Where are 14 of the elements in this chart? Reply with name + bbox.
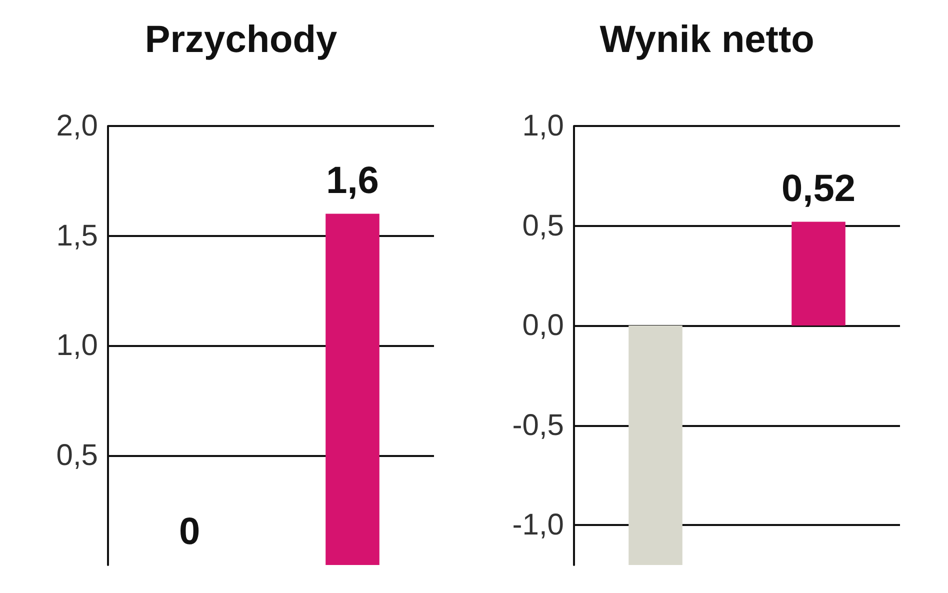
- y-tick-label: 1,5: [56, 219, 98, 252]
- chart-title: Przychody: [144, 19, 338, 61]
- data-label: 0,52: [782, 168, 856, 210]
- chart-title: Wynik netto: [600, 19, 814, 61]
- y-tick-label: 0,5: [522, 209, 564, 242]
- y-tick-label: 0,5: [56, 438, 98, 472]
- data-label: 0: [178, 511, 200, 553]
- y-tick-label: 2,0: [56, 110, 98, 142]
- y-tick-label: 1,0: [56, 329, 98, 362]
- y-tick-label: 1,0: [522, 110, 564, 142]
- data-label: 1,6: [326, 160, 379, 202]
- y-tick-label: -0,5: [512, 408, 564, 442]
- y-tick-label: -1,0: [512, 508, 564, 542]
- y-tick-label: 0,0: [522, 309, 564, 342]
